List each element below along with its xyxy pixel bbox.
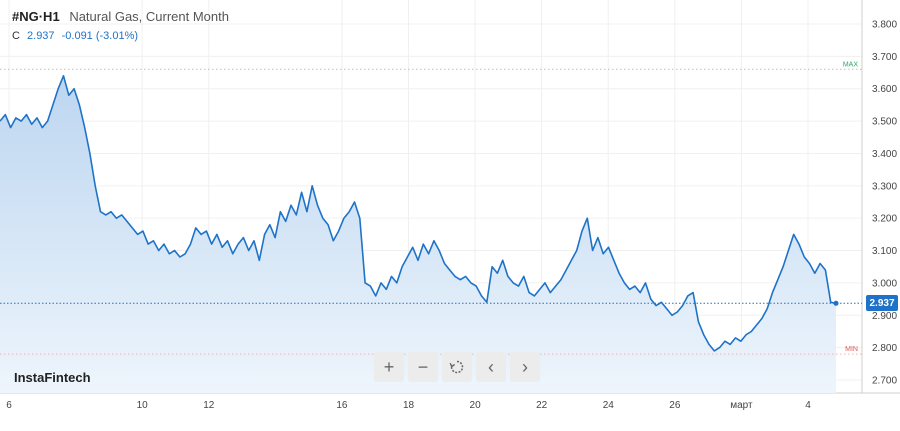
x-tick-label: 10 (137, 400, 149, 411)
close-key: C (12, 30, 20, 42)
y-tick-label: 3.000 (872, 278, 897, 289)
scroll-back-button[interactable]: ‹ (476, 352, 506, 382)
max-label: MAX (843, 61, 859, 68)
instrument-description: Natural Gas, Current Month (69, 9, 229, 24)
scroll-forward-button[interactable]: › (510, 352, 540, 382)
y-tick-label: 2.800 (872, 343, 897, 354)
chart-header: #NG·H1 Natural Gas, Current Month (12, 9, 229, 24)
series-layer (0, 75, 839, 394)
y-tick-label: 3.600 (872, 84, 897, 95)
x-tick-label: 4 (805, 400, 811, 411)
reset-icon (449, 360, 464, 374)
y-tick-label: 3.300 (872, 181, 897, 192)
x-tick-label: 24 (603, 400, 615, 411)
reset-button[interactable] (442, 352, 472, 382)
zoom-out-button[interactable]: − (408, 352, 438, 382)
min-label: MIN (845, 346, 858, 353)
y-tick-label: 2.900 (872, 311, 897, 322)
y-tick-label: 3.400 (872, 149, 897, 160)
x-tick-label: 6 (6, 400, 12, 411)
series-area (0, 75, 836, 394)
series-line (0, 75, 837, 352)
change-value: -0.091 (-3.01%) (61, 30, 139, 42)
x-tick-label: март (730, 400, 753, 411)
x-tick-label: 26 (669, 400, 681, 411)
close-value: 2.937 (27, 30, 55, 42)
x-tick-label: 18 (403, 400, 415, 411)
y-tick-label: 3.800 (872, 20, 897, 31)
chart-toolbar: + − ‹ › (374, 352, 540, 382)
y-tick-label: 3.500 (872, 117, 897, 128)
x-tick-label: 20 (470, 400, 482, 411)
x-tick-label: 22 (536, 400, 548, 411)
x-tick-label: 12 (203, 400, 215, 411)
y-tick-label: 2.700 (872, 376, 897, 387)
y-tick-label: 3.100 (872, 246, 897, 257)
ohlc-readout: C 2.937 -0.091 (-3.01%) (12, 30, 138, 42)
x-tick-label: 16 (336, 400, 348, 411)
symbol-label: #NG·H1 (12, 9, 60, 24)
y-tick-label: 3.700 (872, 52, 897, 63)
last-price-badge: 2.937 (866, 295, 898, 312)
zoom-in-button[interactable]: + (374, 352, 404, 382)
reference-lines: MAX MIN (0, 61, 862, 355)
brand-logo: InstaFintech (14, 370, 91, 385)
last-point (833, 300, 839, 306)
y-tick-label: 3.200 (872, 214, 897, 225)
